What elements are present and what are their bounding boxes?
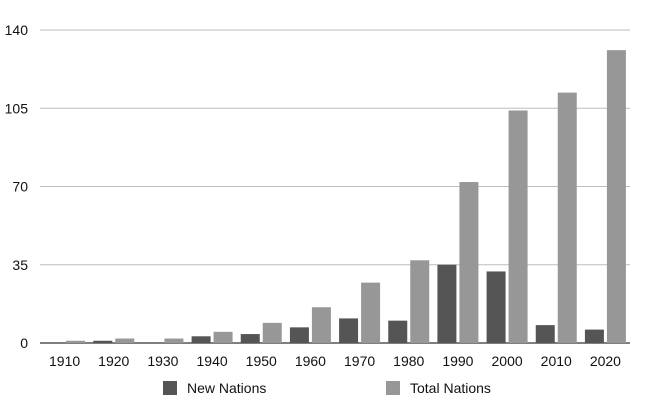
bar-total-nations <box>213 331 233 343</box>
bar-new-nations <box>584 329 604 343</box>
bar-total-nations <box>311 307 331 343</box>
legend-swatch-new-nations <box>163 381 177 395</box>
axis-labels: 0 35 70 105 140 1910 1920 1930 1940 1950 1960 1970 1… <box>5 22 622 369</box>
x-tick-label: 1980 <box>393 353 424 369</box>
bar-total-nations <box>164 338 184 343</box>
bar-new-nations <box>191 336 211 343</box>
bar-new-nations <box>93 340 113 343</box>
x-tick-label: 1910 <box>49 353 80 369</box>
bar-total-nations <box>66 340 86 343</box>
bar-total-nations <box>508 110 528 343</box>
bar-total-nations <box>262 322 282 343</box>
bar-total-nations <box>115 338 135 343</box>
x-tick-label: 1950 <box>246 353 277 369</box>
x-tick-label: 2000 <box>492 353 523 369</box>
y-tick-label: 35 <box>12 257 28 273</box>
bar-total-nations <box>459 182 479 343</box>
bar-total-nations <box>606 50 626 343</box>
bar-new-nations <box>388 320 408 343</box>
bar-total-nations <box>410 260 430 343</box>
bar-new-nations <box>486 271 506 343</box>
y-tick-label: 70 <box>12 179 28 195</box>
y-tick-label: 140 <box>5 22 29 38</box>
legend-label-total-nations: Total Nations <box>410 380 491 396</box>
bar-total-nations <box>361 282 381 343</box>
x-tick-label: 1940 <box>197 353 228 369</box>
bar-new-nations <box>289 327 309 343</box>
bar-new-nations <box>535 325 555 343</box>
y-tick-label: 0 <box>20 335 28 351</box>
bar-new-nations <box>339 318 359 343</box>
legend-swatch-total-nations <box>386 381 400 395</box>
x-tick-label: 1970 <box>344 353 375 369</box>
legend-item-total-nations: Total Nations <box>386 380 491 396</box>
bar-new-nations <box>437 264 457 343</box>
y-tick-label: 105 <box>5 100 29 116</box>
gridlines <box>40 29 630 344</box>
x-tick-label: 1960 <box>295 353 326 369</box>
x-tick-label: 1920 <box>98 353 129 369</box>
bars <box>66 50 626 343</box>
x-tick-label: 1990 <box>442 353 473 369</box>
legend-label-new-nations: New Nations <box>187 380 267 396</box>
legend: New Nations Total Nations <box>0 380 645 402</box>
bar-new-nations <box>240 334 260 343</box>
x-tick-label: 2020 <box>590 353 621 369</box>
x-tick-label: 1930 <box>147 353 178 369</box>
bar-total-nations <box>557 92 577 343</box>
legend-item-new-nations: New Nations <box>163 380 266 396</box>
x-tick-label: 2010 <box>541 353 572 369</box>
